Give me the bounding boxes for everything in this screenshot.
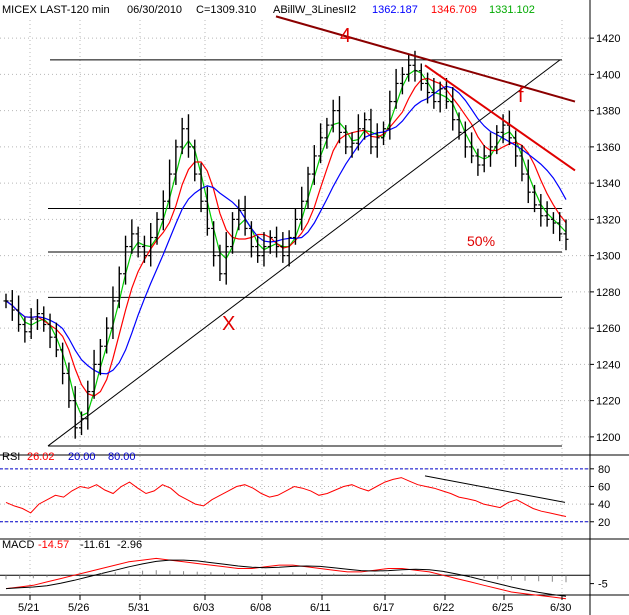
macd-v1: -14.57 xyxy=(38,539,69,551)
price-bars xyxy=(3,50,569,439)
rsi-high: 80.00 xyxy=(108,451,136,463)
price-tick-label: 1360 xyxy=(596,142,620,154)
price-tick-label: 1200 xyxy=(596,432,620,444)
x-tick-label: 6/03 xyxy=(193,602,214,614)
rsi-tick-label: 40 xyxy=(598,499,610,511)
macd-tick-label: -5 xyxy=(598,579,608,591)
x-tick-label: 6/17 xyxy=(373,602,394,614)
price-tick-label: 1260 xyxy=(596,323,620,335)
trendline-wave4 xyxy=(275,15,576,103)
rsi-tick-label: 80 xyxy=(598,464,610,476)
price-axis: 1200 1220 1240 1260 1280 1300 1320 1340 1360 1380… xyxy=(590,33,620,444)
x-tick-label: 6/30 xyxy=(550,602,571,614)
x-tick-label: 6/22 xyxy=(433,602,454,614)
x-tick-label: 6/08 xyxy=(250,602,271,614)
rsi-tick-label: 20 xyxy=(598,517,610,529)
rsi-value: 26.02 xyxy=(27,451,55,463)
price-tick-label: 1320 xyxy=(596,214,620,226)
annotation-wave-x: X xyxy=(222,313,235,335)
macd-signal xyxy=(5,559,567,597)
macd-label: MACD xyxy=(2,539,34,551)
macd-v3: -2.96 xyxy=(117,539,142,551)
header-instrument: MICEX LAST-120 min xyxy=(2,4,110,16)
macd-panel: -5 xyxy=(0,557,608,600)
trendline-f xyxy=(424,64,576,172)
x-axis: 5/21 5/26 5/31 6/03 6/08 6/11 6/17 6/22 6/25 6/30 xyxy=(18,595,571,614)
header-indicator: ABillW_3LinesII2 xyxy=(273,4,356,16)
price-tick-label: 1400 xyxy=(596,69,620,81)
macd-line xyxy=(5,557,567,600)
price-tick-label: 1380 xyxy=(596,106,620,118)
header-close: C=1309.310 xyxy=(196,4,256,16)
ma-green xyxy=(5,69,567,417)
macd-v2: -11.61 xyxy=(80,539,110,551)
trendline-up xyxy=(47,59,561,447)
price-tick-label: 1240 xyxy=(596,359,620,371)
x-tick-label: 5/26 xyxy=(68,602,89,614)
rsi-low: 20.00 xyxy=(68,451,96,463)
annotation-fib: 50% xyxy=(467,233,495,249)
rsi-trendline xyxy=(424,475,566,503)
header-v2: 1346.709 xyxy=(431,4,477,16)
rsi-label: RSI xyxy=(2,451,20,463)
rsi-panel: 20 40 60 80 xyxy=(0,464,610,529)
trendlines xyxy=(47,15,576,447)
price-tick-label: 1340 xyxy=(596,178,620,190)
x-tick-label: 6/25 xyxy=(492,602,513,614)
annotation-wave-f: f xyxy=(518,85,524,107)
rsi-line xyxy=(5,477,567,517)
header-v1: 1362.187 xyxy=(372,4,418,16)
rsi-tick-label: 60 xyxy=(598,481,610,493)
price-tick-label: 1300 xyxy=(596,251,620,263)
ma-blue xyxy=(5,85,567,375)
price-tick-label: 1280 xyxy=(596,287,620,299)
header-v3: 1331.102 xyxy=(489,4,535,16)
price-tick-label: 1220 xyxy=(596,396,620,408)
x-tick-label: 5/21 xyxy=(18,602,39,614)
annotation-wave4: 4 xyxy=(340,25,351,47)
price-tick-label: 1420 xyxy=(596,33,620,45)
header-date: 06/30/2010 xyxy=(127,4,182,16)
x-tick-label: 5/31 xyxy=(128,602,149,614)
x-tick-label: 6/11 xyxy=(310,602,331,614)
